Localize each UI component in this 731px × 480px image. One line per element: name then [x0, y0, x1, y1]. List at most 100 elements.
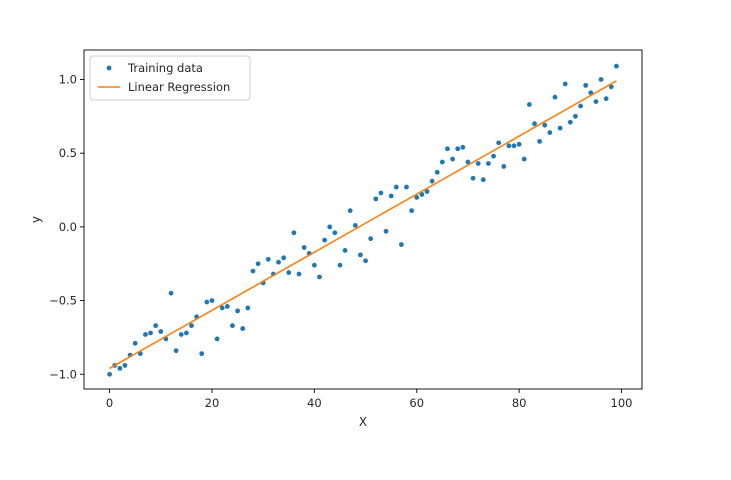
data-point: [250, 268, 256, 274]
data-point: [358, 252, 363, 258]
data-point: [445, 146, 450, 152]
data-point: [496, 140, 502, 146]
x-tick-label: 60: [409, 396, 424, 410]
data-point: [501, 164, 507, 169]
data-point: [378, 190, 384, 196]
data-point: [214, 336, 220, 342]
data-point: [132, 340, 138, 346]
data-point: [557, 125, 563, 131]
data-point: [373, 196, 379, 202]
data-point: [455, 146, 461, 152]
data-point: [296, 271, 302, 277]
data-point: [567, 119, 573, 125]
data-point: [532, 121, 537, 127]
x-tick-label: 80: [512, 396, 527, 410]
y-tick-label: −0.5: [49, 294, 77, 308]
data-point: [204, 299, 210, 305]
data-point: [439, 159, 445, 165]
data-point: [189, 323, 194, 329]
data-point: [562, 81, 568, 87]
axes: 0 20 40 60 80 100 −1.0 −0.5 0.0 0.5 1.0 Xy: [29, 49, 643, 429]
data-point: [552, 94, 558, 100]
data-point: [475, 161, 481, 166]
data-point: [240, 326, 246, 331]
x-tick-label: 0: [106, 396, 113, 410]
regression-line: [109, 80, 617, 370]
data-point: [352, 223, 358, 228]
data-point: [388, 193, 394, 199]
data-point: [521, 156, 527, 162]
data-point: [327, 224, 333, 230]
data-point: [491, 153, 496, 159]
data-point: [235, 308, 240, 314]
data-point: [368, 236, 374, 242]
y-tick-label: 0.5: [59, 146, 77, 160]
plot-frame: [83, 49, 643, 390]
data-point: [593, 99, 599, 104]
data-point: [603, 96, 609, 102]
data-point: [199, 351, 205, 357]
data-point: [537, 138, 543, 144]
data-point: [480, 177, 486, 183]
data-point: [209, 298, 215, 303]
data-point: [281, 255, 287, 261]
data-point: [506, 143, 512, 149]
data-point: [414, 194, 420, 200]
data-point: [286, 270, 292, 275]
legend-label: Linear Regression: [128, 80, 230, 94]
data-point: [419, 192, 425, 197]
data-point: [168, 290, 174, 296]
legend-box: [89, 55, 251, 101]
legend: Training data Linear Regression: [89, 55, 251, 101]
x-tick-label: 20: [205, 396, 220, 410]
data-point: [578, 103, 583, 109]
data-point: [245, 305, 251, 311]
data-point: [347, 208, 353, 214]
data-point: [148, 330, 153, 336]
y-tick-label: −1.0: [49, 367, 77, 381]
data-point: [583, 82, 589, 88]
y-tick-label: 0.0: [59, 220, 77, 234]
data-point: [434, 169, 440, 175]
x-tick-label: 40: [307, 396, 322, 410]
data-point: [486, 161, 491, 166]
data-point: [183, 330, 189, 336]
data-point: [255, 261, 261, 267]
x-tick-label: 100: [611, 396, 633, 410]
data-point: [542, 122, 548, 128]
data-point: [573, 113, 578, 119]
data-point: [526, 102, 532, 107]
data-point: [424, 189, 430, 194]
data-point: [332, 230, 338, 236]
legend-label: Training data: [127, 61, 203, 75]
data-point: [265, 256, 271, 262]
data-point: [516, 141, 522, 147]
data-point: [598, 77, 604, 82]
x-axis-label: X: [359, 415, 367, 429]
data-point: [342, 248, 348, 253]
data-point: [276, 259, 281, 265]
data-point: [153, 323, 159, 329]
data-point: [107, 371, 112, 377]
plot-area: [107, 63, 619, 377]
data-point: [404, 184, 409, 190]
data-point: [122, 363, 128, 368]
data-point: [158, 329, 164, 334]
data-point: [450, 156, 455, 162]
data-point: [608, 84, 614, 90]
data-point: [511, 143, 517, 149]
data-point: [409, 208, 415, 214]
data-point: [429, 178, 435, 184]
data-point: [398, 242, 404, 247]
data-point: [224, 304, 230, 309]
data-point: [614, 63, 619, 69]
data-point: [301, 245, 307, 250]
data-point: [173, 348, 179, 354]
legend-swatch-marker: [106, 65, 112, 71]
data-point: [547, 130, 553, 135]
data-point: [363, 258, 368, 264]
y-axis-label: y: [29, 216, 43, 223]
data-point: [393, 184, 399, 190]
data-point: [311, 262, 317, 268]
